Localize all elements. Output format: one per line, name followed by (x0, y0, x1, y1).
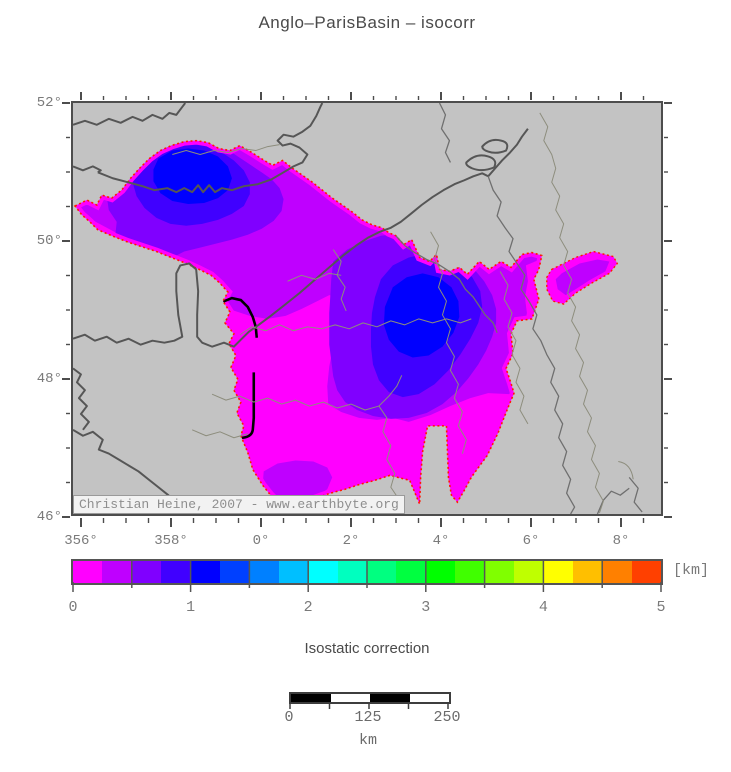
colorbar-cell-11 (396, 561, 426, 583)
colorbar-unit-label: [km] (673, 562, 710, 579)
scale-bar-segment-1 (330, 694, 370, 702)
colorbar-cell-5 (220, 561, 250, 583)
basin-edge-fringe (74, 140, 542, 505)
basin-fill-violet-south-patch (262, 460, 333, 502)
figure-title: Anglo–ParisBasin – isocorr (258, 13, 476, 32)
coast-dutch-island-2 (481, 138, 509, 154)
colorbar-label-0: 0 (68, 599, 78, 616)
coast-dutch-island-1 (465, 154, 497, 172)
scale-bar-label-0: 0 (284, 709, 294, 726)
scale-bar-segment-0 (291, 694, 331, 702)
scale-bar-segment-2 (370, 694, 410, 702)
attribution-text: Christian Heine, 2007 - www.earthbyte.or… (73, 495, 405, 514)
map-frame: Christian Heine, 2007 - www.earthbyte.or… (71, 101, 663, 516)
border-france-germany (487, 176, 576, 514)
y-axis-label-50°: 50° (36, 233, 62, 249)
river-thames (172, 144, 280, 155)
map-canvas (73, 103, 661, 514)
colorbar-cell-12 (425, 561, 456, 583)
colorbar-cell-17 (572, 561, 603, 583)
border-netherlands-germany (438, 103, 452, 163)
colorbar-cell-9 (337, 561, 368, 583)
national-borders (395, 103, 643, 514)
scale-bar-segment-3 (409, 694, 449, 702)
river-oise (332, 249, 347, 312)
x-axis-label-8°: 8° (612, 533, 630, 549)
coast-bristol-channel (73, 103, 187, 126)
basin-fill-blue-east (383, 273, 460, 358)
y-axis-label-46°: 46° (36, 509, 62, 525)
colorbar-cell-19 (631, 561, 662, 583)
coast-france-north (73, 172, 489, 348)
colorbar-label-4: 4 (538, 599, 548, 616)
river-meuse (430, 231, 467, 454)
river-rhine (539, 112, 604, 514)
colorbar-label-1: 1 (186, 599, 196, 616)
river-moselle (499, 271, 529, 425)
border-france-belgium (395, 235, 498, 334)
x-axis-label-356°: 356° (64, 533, 98, 549)
colorbar-label-2: 2 (303, 599, 313, 616)
river-loire (211, 375, 403, 411)
scale-bar-unit-label: km (358, 732, 378, 749)
colorbar-label-5: 5 (656, 599, 666, 616)
scale-bar-label-250: 250 (433, 709, 461, 726)
distance-scale-bar (289, 692, 451, 704)
coast-cornwall (73, 165, 102, 174)
x-axis-label-4°: 4° (432, 533, 450, 549)
river-somme (287, 272, 342, 282)
border-southeast-1 (628, 476, 643, 513)
colorbar-cell-2 (131, 561, 162, 583)
colorbar-cell-18 (602, 561, 632, 583)
colorbar-cell-7 (278, 561, 309, 583)
colorbar-caption: Isostatic correction (304, 640, 430, 657)
river-seine-marne (239, 318, 472, 336)
river-southeast-arc (618, 461, 634, 480)
rivers (172, 112, 634, 514)
colorbar-cell-10 (367, 561, 397, 583)
scale-bar-label-125: 125 (354, 709, 382, 726)
x-axis-label-2°: 2° (342, 533, 360, 549)
colorbar-cell-1 (102, 561, 132, 583)
colorbar-cell-14 (484, 561, 515, 583)
colorbar-cell-0 (73, 561, 103, 583)
river-vienne (191, 429, 248, 439)
colorbar-label-3: 3 (421, 599, 431, 616)
colorbar-cell-4 (190, 561, 221, 583)
zero-contour-line (234, 372, 256, 440)
colorbar-cell-16 (543, 561, 573, 583)
border-southeast-2 (596, 487, 630, 514)
colorbar-cell-3 (161, 561, 191, 583)
x-axis-label-6°: 6° (522, 533, 540, 549)
y-axis-label-48°: 48° (36, 371, 62, 387)
colorbar-cell-13 (455, 561, 485, 583)
x-axis-label-358°: 358° (154, 533, 188, 549)
x-axis-label-0°: 0° (252, 533, 270, 549)
colorbar-cell-6 (249, 561, 279, 583)
colorbar-cell-8 (308, 561, 338, 583)
coast-brittany-west (73, 367, 90, 431)
coast-netherlands (487, 128, 529, 177)
colorbar (71, 559, 663, 585)
colorbar-cell-15 (514, 561, 544, 583)
coast-england-south (97, 103, 324, 194)
y-axis-label-52°: 52° (36, 95, 62, 111)
